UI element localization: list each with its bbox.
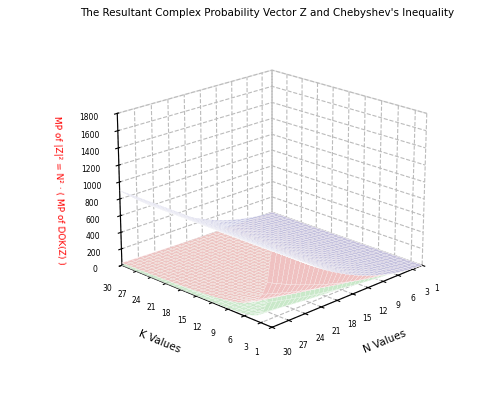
X-axis label: N Values: N Values [362,328,408,355]
Title: The Resultant Complex Probability Vector Z and Chebyshev's Inequality: The Resultant Complex Probability Vector… [80,8,454,19]
Y-axis label: K Values: K Values [137,329,182,355]
